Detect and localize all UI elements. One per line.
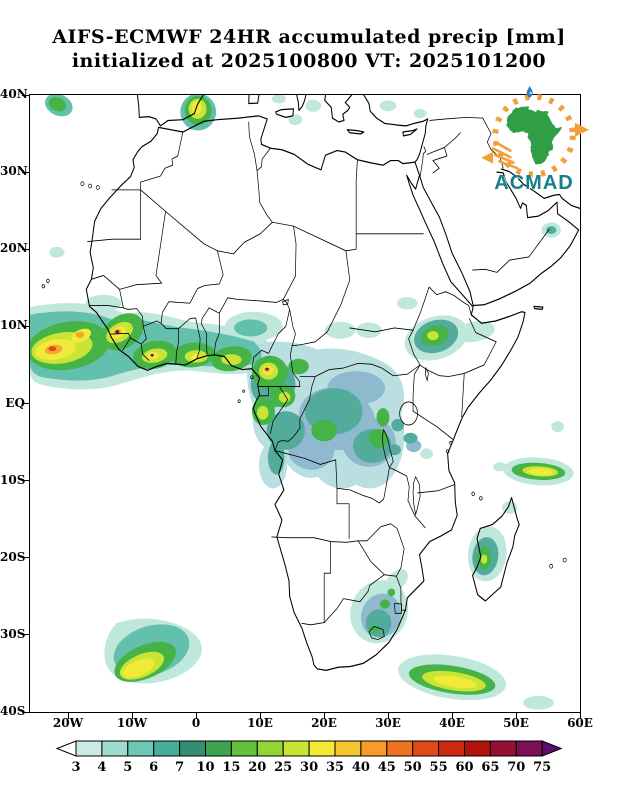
colorbar-tick-label: 40	[352, 760, 370, 775]
colorbar-segment	[205, 740, 232, 757]
colorbar-tick-label: 10	[196, 760, 214, 775]
colorbar-segment	[127, 740, 155, 757]
colorbar-tick-label: 60	[455, 760, 473, 775]
lat-tick-mark	[22, 94, 30, 96]
colorbar-segment	[101, 740, 129, 757]
colorbar-tick-label: 15	[222, 760, 240, 775]
arrow-right-icon	[574, 122, 589, 137]
colorbar-tick-label: 50	[404, 760, 422, 775]
colorbar-segment	[489, 740, 517, 757]
axis-lon-label: 10W	[116, 716, 148, 730]
lat-tick-mark	[22, 711, 30, 713]
lat-tick-mark	[22, 557, 30, 559]
colorbar-arrow-left	[55, 740, 77, 757]
map-frame	[29, 94, 581, 713]
colorbar-tick-label: 70	[507, 760, 525, 775]
precipitation-shading	[30, 95, 574, 710]
axis-lon-label: 20W	[52, 716, 84, 730]
country-borders	[87, 116, 550, 640]
colorbar-tick-label: 20	[248, 760, 266, 775]
colorbar-tick-label: 55	[430, 760, 448, 775]
lon-tick-mark	[131, 712, 133, 719]
axis-lon-label: 50E	[503, 716, 529, 730]
lon-tick-mark	[67, 712, 69, 719]
colorbar-segment	[230, 740, 258, 757]
colorbar-segment	[282, 740, 310, 757]
axis-lon-label: 0	[191, 716, 201, 730]
colorbar-segment	[412, 740, 440, 757]
axis-lat-label: 10S	[0, 472, 26, 487]
lon-tick-mark	[195, 712, 197, 719]
colorbar-tick-label: 75	[533, 760, 551, 775]
lon-tick-mark	[387, 712, 389, 719]
orange-stripes	[491, 140, 519, 170]
lat-tick-mark	[22, 634, 30, 636]
colorbar-tick-label: 65	[481, 760, 499, 775]
lon-tick-mark	[451, 712, 453, 719]
colorbar-arrow-right	[541, 740, 563, 757]
colorbar-tick-label: 5	[123, 760, 132, 775]
axis-lat-label: 10N	[0, 318, 28, 333]
acmad-logo-graphic	[481, 86, 589, 178]
colorbar-segment	[334, 740, 362, 757]
lon-tick-mark	[515, 712, 517, 719]
arrow-left-icon	[481, 151, 494, 164]
acmad-wordmark: ACMAD	[494, 172, 574, 194]
axis-lat-label: 20N	[0, 241, 28, 256]
colorbar-tick-label: 25	[274, 760, 292, 775]
colorbar-segment	[386, 740, 414, 757]
lakes	[282, 298, 429, 517]
axis-lon-label: 20E	[311, 716, 337, 730]
axis-lat-label: 40N	[0, 87, 28, 101]
axis-lat-label: 30S	[0, 626, 26, 641]
axis-lat-label: 30N	[0, 164, 28, 179]
colorbar-segment	[438, 740, 466, 757]
chart-title-line1: AIFS-ECMWF 24HR accumulated precip [mm]	[52, 26, 566, 48]
coastlines	[86, 95, 580, 670]
axis-lat-label: 20S	[0, 549, 26, 564]
africa-precip-map	[30, 95, 580, 710]
colorbar-tick-label: 35	[326, 760, 344, 775]
africa-silhouette-icon	[506, 106, 562, 165]
lon-tick-mark	[259, 712, 261, 719]
colorbar-legend: 3 4 5 6 7 10 15 20 25 30 35 40 45 50 55 60 65 70 75	[55, 740, 563, 775]
lat-tick-mark	[22, 171, 30, 173]
colorbar-segment	[256, 740, 284, 757]
lat-tick-mark	[22, 480, 30, 482]
colorbar-segment	[75, 740, 103, 757]
colorbar-segment	[515, 740, 543, 757]
acmad-logo: ACMAD	[478, 86, 590, 196]
islands	[41, 181, 567, 569]
chart-title-line2: initialized at 2025100800 VT: 2025101200	[71, 50, 547, 72]
colorbar-segment	[153, 740, 181, 757]
colorbar-segment	[179, 740, 206, 757]
axis-lon-label: 10E	[247, 716, 273, 730]
axis-lon-label: 40E	[439, 716, 465, 730]
axis-lat-label: 40S	[0, 704, 26, 718]
colorbar-tick-label: 45	[378, 760, 396, 775]
colorbar-segment	[464, 740, 491, 757]
colorbar-tick-label: 4	[97, 760, 106, 775]
axis-lon-label: 60E	[567, 716, 593, 730]
axis-lon-label: 30E	[375, 716, 401, 730]
colorbar-tick-label: 3	[71, 760, 80, 775]
axis-lat-label: EQ	[5, 395, 25, 410]
colorbar-tick-label: 7	[175, 760, 184, 775]
colorbar-segment	[360, 740, 388, 757]
lon-tick-mark	[579, 712, 581, 719]
lat-tick-mark	[22, 403, 30, 404]
colorbar-segment	[308, 740, 336, 757]
lat-tick-mark	[22, 248, 30, 250]
lon-tick-mark	[323, 712, 325, 719]
drop-highlight	[529, 91, 532, 95]
colorbar-tick-label: 30	[300, 760, 318, 775]
colorbar-tick-label: 6	[149, 760, 158, 775]
water-drop-icon	[526, 86, 533, 98]
lat-tick-mark	[22, 325, 30, 327]
